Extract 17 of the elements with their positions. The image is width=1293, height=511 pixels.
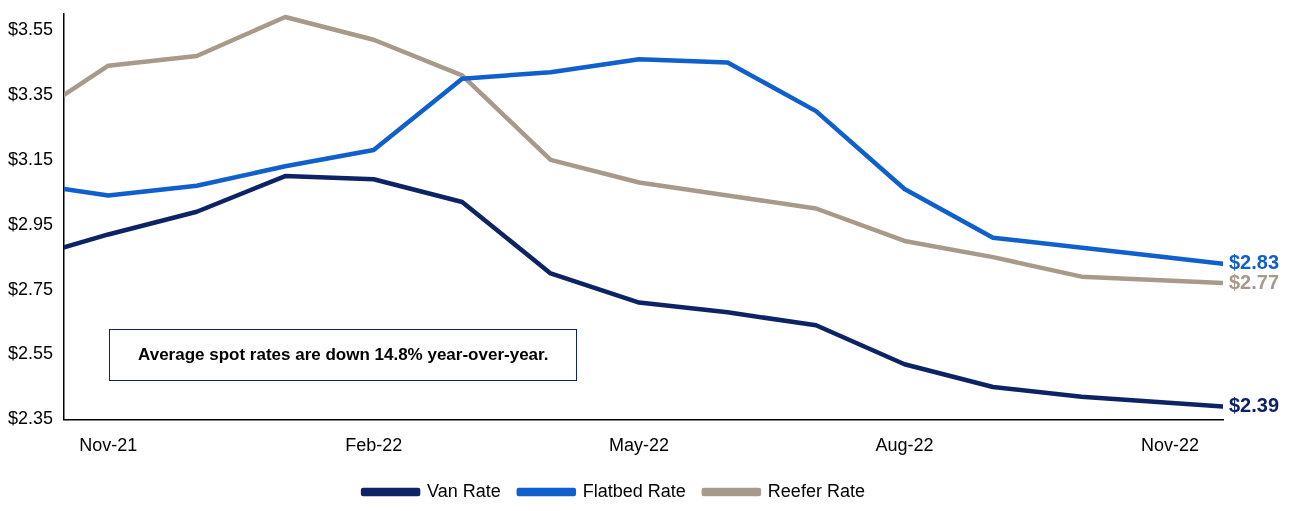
y-tick-label: $3.55 bbox=[8, 18, 54, 39]
legend-label: Flatbed Rate bbox=[582, 480, 686, 501]
y-tick-label: $3.15 bbox=[8, 148, 54, 169]
y-tick-label: $2.95 bbox=[8, 213, 54, 234]
legend-label: Van Rate bbox=[427, 480, 501, 501]
x-tick-label: Nov-21 bbox=[79, 435, 138, 456]
y-tick-label: $3.35 bbox=[8, 83, 54, 104]
y-tick-label: $2.55 bbox=[8, 343, 54, 364]
y-tick-label: $2.75 bbox=[8, 278, 54, 299]
x-tick-label: Feb-22 bbox=[345, 435, 403, 456]
x-tick-label: Aug-22 bbox=[875, 435, 934, 456]
note-box: Average spot rates are down 14.8% year-over-year. bbox=[109, 329, 578, 382]
y-tick-label: $2.35 bbox=[8, 408, 54, 429]
x-tick-label: Nov-22 bbox=[1140, 435, 1199, 456]
data-label: $2.39 bbox=[1229, 393, 1280, 416]
x-tick-label: May-22 bbox=[609, 435, 670, 456]
legend-label: Reefer Rate bbox=[767, 480, 865, 501]
